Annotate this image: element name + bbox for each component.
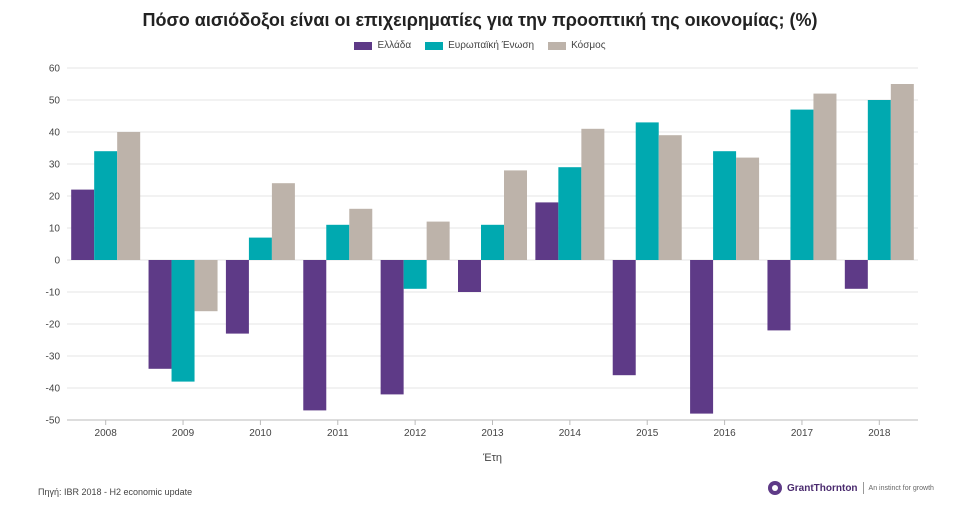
y-tick-label: 50 <box>49 96 61 107</box>
legend-item-world: Κόσμος <box>548 40 606 51</box>
brand-tagline: An instinct for growth <box>868 484 934 492</box>
y-tick-label: -40 <box>46 384 61 395</box>
bar-Ευρωπαϊκή-Ένωση-2008 <box>94 151 118 260</box>
source-note: Πηγή: IBR 2018 - H2 economic update <box>38 487 193 497</box>
bar-Ελλάδα-2017 <box>767 260 791 331</box>
y-tick-label: 10 <box>49 224 61 235</box>
bar-Ελλάδα-2016 <box>690 260 714 414</box>
y-tick-label: 60 <box>49 64 61 75</box>
bar-Κόσμος-2011 <box>349 208 373 260</box>
bar-Κόσμος-2018 <box>890 84 914 260</box>
bar-Ελλάδα-2011 <box>303 260 327 411</box>
legend-swatch-world <box>548 41 567 50</box>
y-tick-label: 40 <box>49 128 61 139</box>
bar-Κόσμος-2017 <box>813 93 837 260</box>
bar-Ευρωπαϊκή-Ένωση-2018 <box>867 100 891 260</box>
legend-label-greece: Ελλάδα <box>377 40 412 51</box>
bar-Κόσμος-2012 <box>426 221 450 260</box>
x-tick-label: 2013 <box>481 428 504 439</box>
legend-label-world: Κόσμος <box>571 40 606 51</box>
bar-Ευρωπαϊκή-Ένωση-2011 <box>326 224 350 260</box>
y-tick-label: 30 <box>49 160 61 171</box>
bar-Ελλάδα-2010 <box>225 260 249 334</box>
y-tick-label: 20 <box>49 192 61 203</box>
chart-legend: Ελλάδα Ευρωπαϊκή Ένωση Κόσμος <box>0 40 960 51</box>
chart-title: Πόσο αισιόδοξοι είναι οι επιχειρηματίες … <box>142 10 818 30</box>
y-tick-label: 0 <box>54 256 60 267</box>
bar-Ελλάδα-2013 <box>458 260 481 292</box>
bar-Ευρωπαϊκή-Ένωση-2015 <box>635 122 659 261</box>
bar-Κόσμος-2010 <box>271 183 295 260</box>
y-tick-label: -20 <box>46 320 61 331</box>
brand-mark-icon <box>768 481 782 495</box>
x-tick-label: 2015 <box>636 428 659 439</box>
x-tick-label: 2018 <box>868 428 891 439</box>
brand-divider <box>862 482 864 494</box>
x-tick-label: 2014 <box>559 428 582 439</box>
x-axis-title: Έτη <box>482 452 502 464</box>
bar-Ευρωπαϊκή-Ένωση-2009 <box>171 260 195 382</box>
x-tick-label: 2016 <box>713 428 736 439</box>
x-tick-label: 2011 <box>327 428 349 439</box>
legend-label-eu: Ευρωπαϊκή Ένωση <box>448 40 535 51</box>
bar-Ευρωπαϊκή-Ένωση-2013 <box>481 224 504 260</box>
bar-Ευρωπαϊκή-Ένωση-2012 <box>403 260 427 289</box>
brand-logo: GrantThornton An instinct for growth <box>768 481 934 495</box>
bar-Ελλάδα-2018 <box>844 260 868 289</box>
bar-Ελλάδα-2012 <box>380 260 404 395</box>
bar-Κόσμος-2008 <box>117 132 141 260</box>
x-tick-label: 2012 <box>404 428 427 439</box>
legend-item-eu: Ευρωπαϊκή Ένωση <box>425 40 534 51</box>
x-tick-label: 2008 <box>95 428 118 439</box>
x-tick-label: 2009 <box>172 428 195 439</box>
y-tick-label: -30 <box>46 352 61 363</box>
brand-name: GrantThornton <box>787 482 858 494</box>
legend-swatch-greece <box>354 41 373 50</box>
y-tick-label: -50 <box>46 416 61 427</box>
bar-Ελλάδα-2015 <box>612 260 636 376</box>
bar-Κόσμος-2014 <box>581 128 605 260</box>
bar-Ευρωπαϊκή-Ένωση-2010 <box>248 237 272 260</box>
bar-Ευρωπαϊκή-Ένωση-2016 <box>713 151 737 260</box>
bar-Ελλάδα-2009 <box>148 260 172 369</box>
bar-Κόσμος-2016 <box>736 157 760 260</box>
bar-Κόσμος-2009 <box>194 260 218 312</box>
bar-Ευρωπαϊκή-Ένωση-2017 <box>790 109 814 260</box>
x-tick-label: 2017 <box>791 428 814 439</box>
bar-Ελλάδα-2008 <box>71 189 95 260</box>
bar-Κόσμος-2015 <box>658 135 682 260</box>
bar-Ελλάδα-2014 <box>535 202 559 260</box>
x-tick-label: 2010 <box>249 428 272 439</box>
bar-Ευρωπαϊκή-Ένωση-2014 <box>558 167 582 260</box>
legend-item-greece: Ελλάδα <box>354 40 411 51</box>
y-tick-label: -10 <box>46 288 61 299</box>
bar-Κόσμος-2013 <box>504 170 527 260</box>
legend-swatch-eu <box>425 41 444 50</box>
